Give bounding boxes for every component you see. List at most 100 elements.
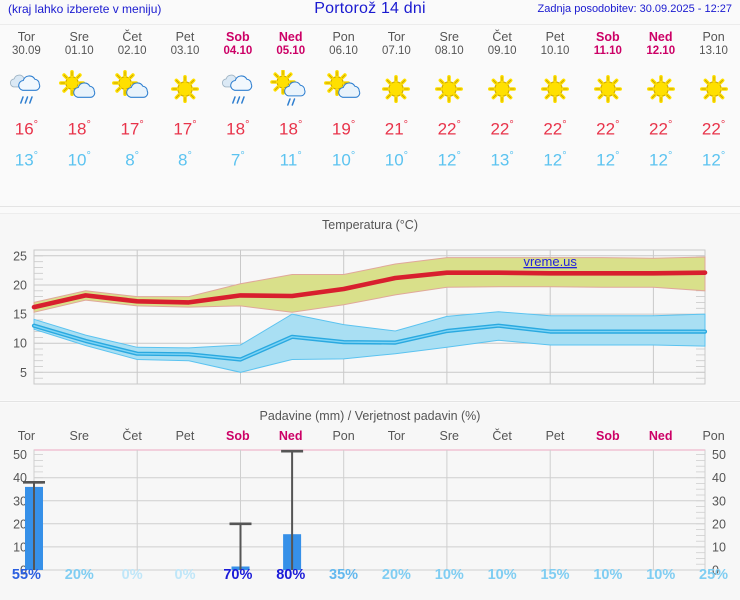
svg-text:15: 15	[13, 308, 27, 322]
day-name: Sob	[226, 30, 250, 44]
min-temperature: 8°	[178, 149, 192, 170]
day-header-5[interactable]: Ned 05.10	[264, 30, 317, 58]
svg-text:30: 30	[712, 494, 726, 508]
day-header-12[interactable]: Ned 12.10	[634, 30, 687, 58]
menu-hint-text: (kraj lahko izberete v meniju)	[8, 2, 162, 16]
precipitation-day-label-10: Pet	[545, 429, 565, 443]
precipitation-probability-9: 10%	[487, 567, 517, 583]
sun-cloud-icon	[317, 70, 370, 110]
svg-text:vreme.us: vreme.us	[523, 254, 577, 269]
day-header-10[interactable]: Pet 10.10	[529, 30, 582, 58]
day-header-6[interactable]: Pon 06.10	[317, 30, 370, 58]
day-name: Pon	[702, 30, 725, 44]
precipitation-day-label-2: Čet	[122, 429, 142, 443]
day-name: Ned	[648, 30, 673, 44]
day-date: 06.10	[329, 45, 358, 57]
precipitation-probability-8: 10%	[434, 567, 464, 583]
temperature-chart-svg: 5 10 15 20 25 vreme.us	[13, 249, 708, 385]
day-header-2[interactable]: Čet 02.10	[106, 30, 159, 58]
precipitation-probability-10: 15%	[540, 567, 570, 583]
day-date: 12.10	[646, 45, 676, 57]
temperature-cell-11: 22° 12°	[581, 112, 634, 173]
day-header-0[interactable]: Tor 30.09	[0, 30, 53, 58]
min-temperature: 10°	[384, 149, 409, 170]
max-temperature: 16°	[14, 119, 39, 139]
weather-icon-row	[0, 70, 740, 110]
min-temperature: 13°	[490, 149, 514, 170]
svg-text:20: 20	[13, 279, 27, 293]
svg-text:10: 10	[712, 540, 726, 554]
day-header-row: Tor 30.09 Sre 01.10 Čet 02.10 Pet 03.10 Sob 04.10…	[0, 30, 740, 72]
day-date: 09.10	[487, 45, 517, 57]
svg-text:50: 50	[13, 448, 27, 462]
day-header-8[interactable]: Sre 08.10	[423, 30, 476, 58]
svg-text:50: 50	[712, 448, 726, 462]
precipitation-probability-3: 0%	[174, 567, 196, 583]
max-temperature: 17°	[173, 119, 197, 139]
day-date: 04.10	[223, 45, 253, 57]
temperature-chart-title: Temperatura (°C)	[322, 218, 418, 232]
max-temperature: 17°	[120, 119, 144, 139]
min-temperature: 10°	[331, 149, 356, 170]
min-temperature: 7°	[230, 149, 245, 170]
temperature-cell-6: 19° 10°	[317, 112, 370, 173]
day-date: 05.10	[276, 45, 306, 57]
day-name: Sob	[596, 30, 620, 44]
rain-cloud-icon	[211, 70, 264, 110]
min-temperature: 12°	[649, 149, 673, 170]
max-temperature: 19°	[331, 119, 356, 139]
precipitation-probability-0: 55%	[11, 567, 41, 583]
precipitation-day-label-12: Ned	[648, 429, 673, 443]
day-date: 07.10	[382, 45, 411, 57]
precipitation-probability-12: 10%	[646, 567, 676, 583]
precipitation-chart-panel: Padavine (mm) / Verjetnost padavin (%) T…	[0, 403, 740, 600]
sun-icon	[529, 70, 582, 110]
precipitation-day-label-6: Pon	[332, 429, 355, 443]
svg-text:10: 10	[13, 337, 27, 351]
day-name: Pet	[545, 30, 565, 44]
precipitation-day-label-13: Pon	[702, 429, 725, 443]
max-temperature: 18°	[279, 119, 303, 139]
sun-icon	[159, 70, 212, 110]
day-header-9[interactable]: Čet 09.10	[476, 30, 529, 58]
temperature-cell-3: 17° 8°	[159, 112, 212, 173]
page-title: Portorož 14 dni	[314, 0, 426, 17]
day-header-1[interactable]: Sre 01.10	[53, 30, 106, 58]
sun-icon	[581, 70, 634, 110]
max-temperature: 22°	[490, 119, 514, 139]
max-temperature: 22°	[437, 119, 461, 139]
rain-cloud-icon	[0, 70, 53, 110]
temperature-row: 16° 13° 18° 10° 17° 8° 17° 8° 18° 7° 18° 11° 19° 10° 2…	[0, 112, 740, 170]
min-temperature: 12°	[543, 149, 567, 170]
day-date: 02.10	[117, 45, 147, 57]
day-header-11[interactable]: Sob 11.10	[581, 30, 634, 58]
temperature-cell-0: 16° 13°	[0, 112, 53, 173]
min-temperature: 12°	[701, 149, 726, 170]
day-date: 13.10	[699, 45, 728, 57]
day-header-3[interactable]: Pet 03.10	[159, 30, 212, 58]
day-header-7[interactable]: Tor 07.10	[370, 30, 423, 58]
day-name: Pon	[332, 30, 355, 44]
precipitation-day-label-11: Sob	[596, 429, 620, 443]
precipitation-day-label-0: Tor	[17, 429, 36, 443]
day-header-13[interactable]: Pon 13.10	[687, 30, 740, 58]
temperature-cell-13: 22° 12°	[687, 112, 740, 173]
precipitation-day-row: Tor Sre Čet Pet Sob Ned Pon Tor Sre Čet Pet Sob Ned P…	[0, 429, 740, 445]
page-header: (kraj lahko izberete v meniju) Portorož …	[0, 0, 740, 22]
day-date: 01.10	[64, 45, 94, 57]
section-divider-bottom	[0, 213, 740, 214]
precipitation-day-label-4: Sob	[226, 429, 250, 443]
day-date: 03.10	[170, 45, 200, 57]
max-temperature: 22°	[649, 119, 673, 139]
svg-text:20: 20	[13, 517, 27, 531]
sun-icon	[634, 70, 687, 110]
day-name: Tor	[387, 30, 406, 44]
sun-icon	[476, 70, 529, 110]
svg-text:25: 25	[13, 249, 27, 263]
max-temperature: 22°	[701, 119, 726, 139]
precipitation-probability-4: 70%	[223, 567, 253, 583]
day-date: 10.10	[540, 45, 570, 57]
day-header-4[interactable]: Sob 04.10	[211, 30, 264, 58]
